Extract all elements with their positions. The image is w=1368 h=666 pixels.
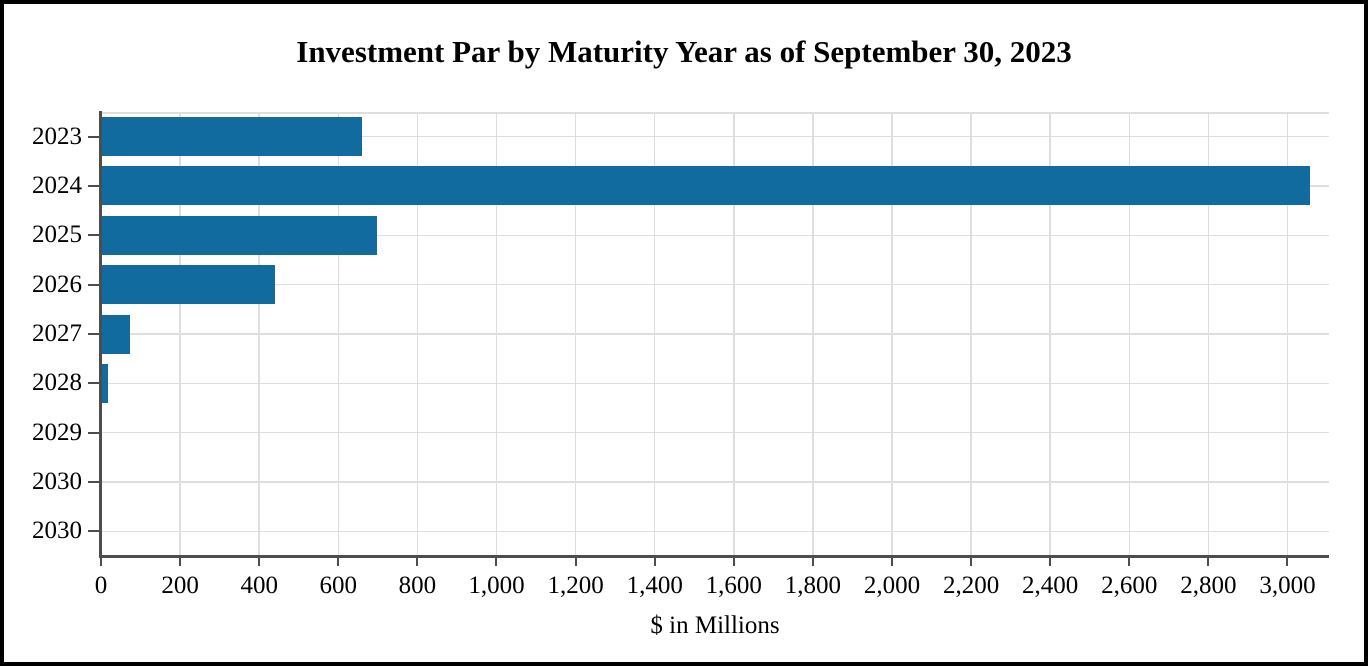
x-tick <box>574 557 577 566</box>
y-tick <box>88 431 100 434</box>
y-tick-label: 2029 <box>32 418 82 446</box>
x-tick <box>811 557 814 566</box>
y-tick-label: 2030 <box>32 468 82 495</box>
plot-area: $ in Millions 2023 2024 2025 2026 2027 2028 20… <box>32 111 1329 639</box>
gridline-horizontal <box>101 333 1329 335</box>
x-tick <box>179 557 182 566</box>
gridline-horizontal <box>101 283 1329 286</box>
x-tick-label: 2,000 <box>863 572 921 599</box>
x-tick-label: 3,000 <box>1259 572 1316 599</box>
x-tick-label: 200 <box>161 572 199 599</box>
x-tick <box>970 557 973 566</box>
gridline-horizontal <box>101 112 1329 114</box>
bar-2025 <box>101 215 377 255</box>
x-tick-label: 1,400 <box>626 572 683 599</box>
bar-2023 <box>101 117 363 157</box>
bar-2024 <box>101 166 1311 206</box>
x-tick-label: 400 <box>240 572 278 599</box>
y-tick <box>88 481 100 483</box>
y-tick-label: 2026 <box>32 270 82 298</box>
x-tick <box>100 557 102 566</box>
x-tick-label: 0 <box>94 572 108 599</box>
bar-2026 <box>101 265 275 305</box>
x-tick <box>258 557 261 566</box>
gridline-horizontal <box>101 382 1329 385</box>
x-tick-label: 1,200 <box>547 572 604 599</box>
x-tick-label: 800 <box>398 572 437 599</box>
x-tick-label: 2,600 <box>1101 572 1158 599</box>
x-axis-line <box>99 555 1329 558</box>
x-tick <box>890 557 893 566</box>
gridline-horizontal <box>101 234 1329 237</box>
x-tick-label: 1,600 <box>705 572 762 599</box>
x-tick <box>1207 557 1210 566</box>
y-tick-label: 2023 <box>32 122 82 150</box>
gridline-horizontal <box>101 530 1329 533</box>
x-tick-label: 2,800 <box>1180 572 1237 599</box>
y-tick-label: 2027 <box>32 320 82 347</box>
x-tick <box>337 557 340 566</box>
bar-2027 <box>101 314 131 354</box>
x-tick <box>1286 557 1289 566</box>
y-tick <box>88 184 100 187</box>
x-tick-label: 600 <box>319 572 358 599</box>
y-tick-label: 2025 <box>32 221 82 249</box>
gridline-horizontal <box>101 481 1329 483</box>
x-tick-label: 1,800 <box>784 572 841 599</box>
x-tick <box>1128 557 1131 566</box>
y-tick <box>88 283 100 286</box>
chart-title: Investment Par by Maturity Year as of Se… <box>296 34 1072 69</box>
x-axis-title: $ in Millions <box>650 612 780 639</box>
x-tick <box>416 557 419 566</box>
x-tick-label: 2,200 <box>942 572 1000 599</box>
x-tick <box>1049 557 1052 566</box>
x-tick-label: 1,000 <box>468 572 525 599</box>
y-tick <box>88 333 100 335</box>
gridline-horizontal <box>101 135 1329 138</box>
x-tick <box>732 557 735 566</box>
y-tick-label: 2030 <box>32 517 82 545</box>
y-tick <box>88 530 100 533</box>
gridline-horizontal <box>101 431 1329 434</box>
y-tick <box>88 234 100 237</box>
y-tick-label: 2028 <box>32 369 82 397</box>
x-tick <box>653 557 656 566</box>
y-tick <box>88 382 100 385</box>
bar-2028 <box>101 363 109 403</box>
y-axis-line <box>99 111 102 557</box>
y-tick <box>88 135 100 138</box>
x-tick <box>495 557 498 566</box>
x-tick-label: 2,400 <box>1022 572 1079 599</box>
y-tick-label: 2024 <box>32 171 82 199</box>
